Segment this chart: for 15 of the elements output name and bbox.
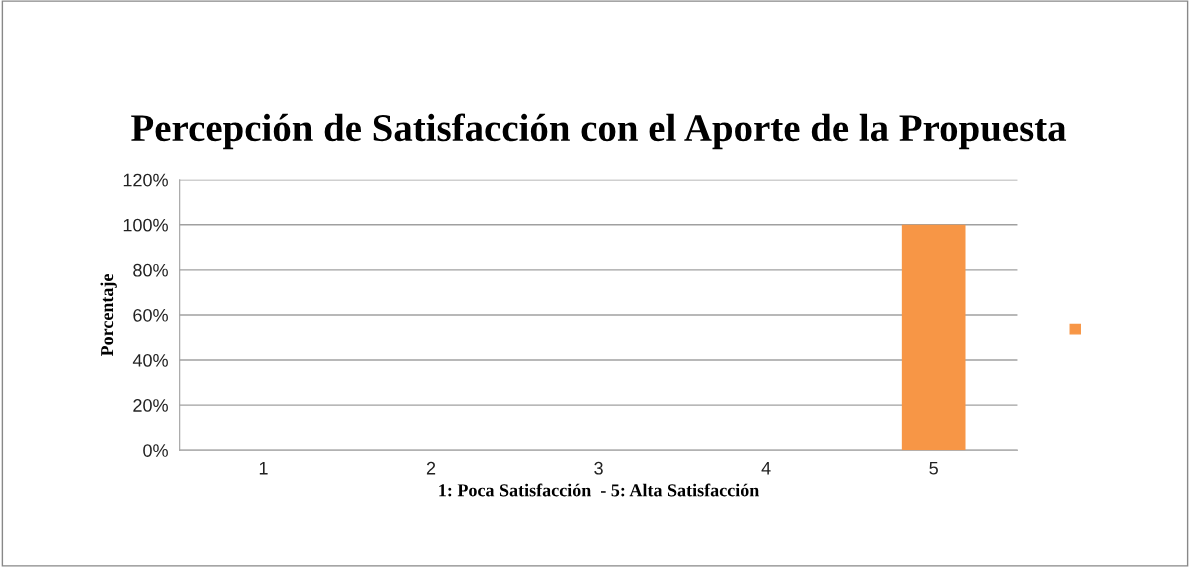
x-tick-label: 1: [259, 461, 268, 475]
y-axis-title: Porcentaje: [100, 273, 117, 357]
y-tick-label: 20%: [133, 399, 168, 412]
x-tick-label: 4: [761, 461, 771, 475]
chart-title: Percepción de Satisfacción con el Aporte de la Propuesta: [131, 113, 1067, 150]
x-tick-label: 2: [426, 461, 436, 475]
x-axis-title: 1: Poca Satisfacción - 5: Alta Satisfacción: [439, 483, 760, 497]
y-tick-label: 0%: [143, 444, 168, 457]
y-tick-label: 60%: [133, 308, 168, 322]
y-tick-label: 40%: [132, 353, 168, 367]
x-tick-label: 3: [594, 461, 603, 475]
y-tick-label: 120%: [123, 173, 168, 187]
y-tick-label: 80%: [133, 263, 168, 277]
x-tick-label: 5: [929, 461, 938, 475]
y-tick-label: 100%: [123, 218, 168, 232]
